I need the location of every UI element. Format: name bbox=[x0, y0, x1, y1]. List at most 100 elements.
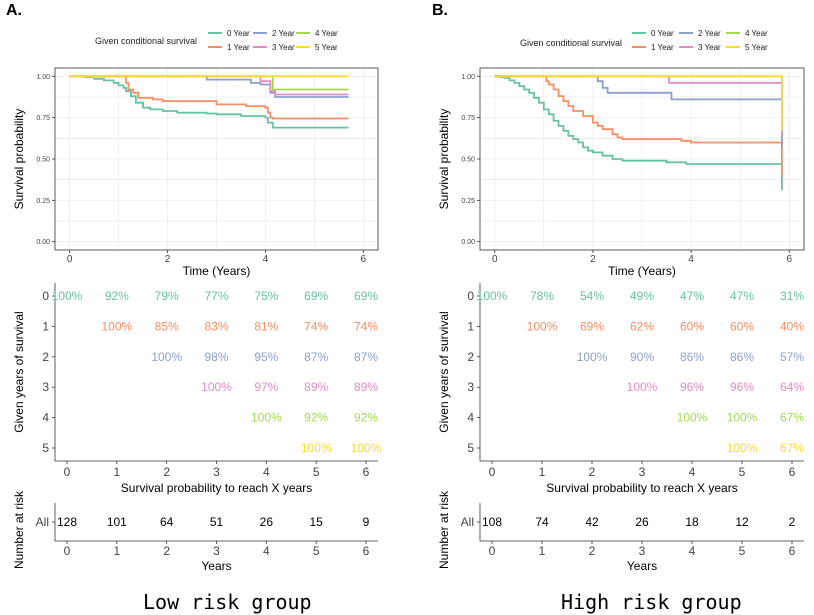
x-axis-title: Time (Years) bbox=[183, 264, 251, 278]
x-tick-label: 6 bbox=[786, 254, 792, 265]
table-cell: 60% bbox=[680, 319, 704, 333]
table-cell: 100% bbox=[101, 319, 132, 333]
risk-col-label: 0 bbox=[64, 544, 71, 558]
legend-entry: 4 Year bbox=[745, 29, 768, 38]
x-tick-label: 0 bbox=[492, 254, 498, 265]
legend-entry: 1 Year bbox=[227, 43, 250, 52]
table-row-label: 2 bbox=[42, 350, 49, 364]
table-x-title: Survival probability to reach X years bbox=[121, 481, 312, 495]
table-cell: 96% bbox=[680, 380, 704, 394]
risk-col-label: 3 bbox=[639, 544, 646, 558]
y-tick-label: 0.00 bbox=[461, 239, 475, 246]
table-cell: 74% bbox=[304, 319, 328, 333]
legend-entry: 3 Year bbox=[698, 43, 721, 52]
table-cell: 97% bbox=[254, 380, 278, 394]
table-cell: 81% bbox=[254, 319, 278, 333]
table-col-label: 3 bbox=[213, 465, 220, 479]
survival-plot: 0.00 0.25 0.50 0.75 1.00 0 2 4 6 Time (Years) Surv… bbox=[437, 67, 805, 278]
table-cell: 67% bbox=[780, 411, 804, 425]
risk-x-title: Years bbox=[201, 559, 231, 573]
table-col-label: 4 bbox=[689, 465, 696, 479]
conditional-survival-table: 0 1 2 3 4 5 0 1 2 3 4 5 6 100% 78% 54% 49% 47% 47% 31% 100% 6… bbox=[437, 283, 804, 495]
risk-x-title: Years bbox=[627, 559, 657, 573]
table-cell: 100% bbox=[251, 411, 282, 425]
legend-entry: 2 Year bbox=[698, 29, 721, 38]
risk-col-label: 6 bbox=[363, 544, 370, 558]
legend-entry: 2 Year bbox=[272, 29, 295, 38]
x-axis-title: Time (Years) bbox=[608, 264, 676, 278]
y-tick-label: 0.50 bbox=[461, 157, 475, 164]
table-col-label: 5 bbox=[739, 465, 746, 479]
panel-a: A. Given conditional survival 0 Year 1 Year… bbox=[6, 2, 382, 614]
table-cell: 100% bbox=[727, 411, 758, 425]
table-col-label: 6 bbox=[789, 465, 796, 479]
table-cell: 100% bbox=[527, 319, 558, 333]
table-cell: 95% bbox=[254, 350, 278, 364]
table-col-label: 0 bbox=[64, 465, 71, 479]
risk-value: 74 bbox=[535, 515, 549, 529]
risk-value: 51 bbox=[210, 515, 224, 529]
table-row-label: 3 bbox=[467, 380, 474, 394]
legend: Given conditional survival 0 Year 1 Year 2 … bbox=[95, 29, 338, 52]
x-tick-label: 4 bbox=[688, 254, 694, 265]
table-cell: 100% bbox=[627, 380, 658, 394]
table-col-label: 6 bbox=[363, 465, 370, 479]
risk-value: 12 bbox=[735, 515, 749, 529]
table-cell: 87% bbox=[304, 350, 328, 364]
panel-label: B. bbox=[432, 2, 448, 19]
table-cell: 78% bbox=[530, 289, 554, 303]
table-cell: 89% bbox=[304, 380, 328, 394]
risk-value: 42 bbox=[585, 515, 599, 529]
table-cell: 85% bbox=[155, 319, 179, 333]
table-cell: 67% bbox=[780, 441, 804, 455]
risk-col-label: 3 bbox=[213, 544, 220, 558]
table-cell: 69% bbox=[580, 319, 604, 333]
table-row-label: 5 bbox=[42, 441, 49, 455]
table-col-label: 0 bbox=[489, 465, 496, 479]
y-tick-label: 0.25 bbox=[461, 198, 475, 205]
risk-col-label: 2 bbox=[163, 544, 170, 558]
table-cell: 92% bbox=[105, 289, 129, 303]
table-cell: 47% bbox=[730, 289, 754, 303]
table-cell: 74% bbox=[354, 319, 378, 333]
risk-col-label: 5 bbox=[739, 544, 746, 558]
table-cell: 100% bbox=[52, 289, 83, 303]
table-cell: 100% bbox=[727, 441, 758, 455]
table-cell: 100% bbox=[477, 289, 508, 303]
legend-entry: 5 Year bbox=[315, 43, 338, 52]
risk-col-label: 2 bbox=[589, 544, 596, 558]
table-cell: 96% bbox=[730, 380, 754, 394]
y-tick-label: 1.00 bbox=[461, 74, 475, 81]
table-row-label: 0 bbox=[42, 289, 49, 303]
risk-value: 64 bbox=[160, 515, 174, 529]
table-cell: 100% bbox=[301, 441, 332, 455]
risk-value: 26 bbox=[635, 515, 649, 529]
table-row-label: 0 bbox=[467, 289, 474, 303]
y-axis-title: Survival probability bbox=[437, 109, 451, 210]
table-col-label: 1 bbox=[539, 465, 546, 479]
risk-row-label: All bbox=[461, 515, 474, 529]
table-cell: 64% bbox=[780, 380, 804, 394]
risk-value: 2 bbox=[789, 515, 796, 529]
survival-curve-5-year bbox=[494, 75, 783, 131]
risk-col-label: 4 bbox=[689, 544, 696, 558]
table-cell: 100% bbox=[151, 350, 182, 364]
risk-col-label: 1 bbox=[113, 544, 120, 558]
table-y-title: Given years of survival bbox=[12, 311, 26, 432]
x-tick-label: 6 bbox=[361, 254, 367, 265]
table-cell: 100% bbox=[577, 350, 608, 364]
legend-entry: 0 Year bbox=[227, 29, 250, 38]
legend-title: Given conditional survival bbox=[95, 36, 197, 46]
table-cell: 83% bbox=[204, 319, 228, 333]
panel-b: B. Given conditional survival 0 Year 1 Year… bbox=[432, 2, 805, 614]
table-col-label: 1 bbox=[113, 465, 120, 479]
table-cell: 60% bbox=[730, 319, 754, 333]
risk-value: 101 bbox=[107, 515, 127, 529]
table-row-label: 1 bbox=[467, 319, 474, 333]
legend-entry: 3 Year bbox=[272, 43, 295, 52]
legend-entry: 5 Year bbox=[745, 43, 768, 52]
group-label: Low risk group bbox=[143, 590, 312, 614]
conditional-survival-table: 0 1 2 3 4 5 0 1 2 3 4 5 6 100% 92% 79% 77% 75% 69% 69% 100% 8… bbox=[12, 283, 382, 495]
